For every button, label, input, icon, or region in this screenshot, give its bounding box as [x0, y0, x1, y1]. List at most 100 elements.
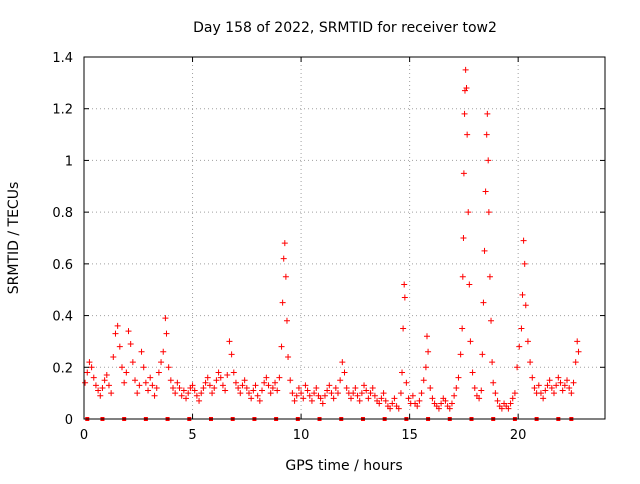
- data-point: [343, 384, 350, 391]
- data-point: [490, 379, 497, 386]
- data-point: [127, 341, 134, 348]
- y-tick-label: 0: [65, 413, 73, 428]
- data-point: [276, 374, 283, 381]
- data-point: [332, 384, 339, 391]
- data-point: [371, 392, 378, 399]
- data-point: [574, 338, 581, 345]
- data-point: [232, 379, 239, 386]
- data-point: [136, 382, 143, 389]
- y-tick-label: 0.6: [52, 258, 73, 273]
- data-point: [461, 110, 468, 117]
- data-point: [540, 395, 547, 402]
- data-point: [555, 374, 562, 381]
- data-point: [494, 397, 501, 404]
- data-point: [463, 85, 470, 92]
- data-point: [400, 325, 407, 332]
- data-point: [147, 374, 154, 381]
- data-point: [280, 255, 287, 262]
- data-point: [265, 382, 272, 389]
- data-point: [145, 387, 152, 394]
- data-point: [575, 348, 582, 355]
- data-point: [211, 384, 218, 391]
- data-point: [306, 392, 313, 399]
- plot-frame: [83, 56, 606, 420]
- data-point: [235, 384, 242, 391]
- data-point: [337, 377, 344, 384]
- data-point: [403, 379, 410, 386]
- data-point: [228, 351, 235, 358]
- data-point: [254, 392, 261, 399]
- data-point: [170, 384, 177, 391]
- data-point: [514, 364, 521, 371]
- data-point: [243, 384, 250, 391]
- data-point: [509, 395, 516, 402]
- data-point: [548, 384, 555, 391]
- data-point: [480, 299, 487, 306]
- data-point: [341, 369, 348, 376]
- data-point: [382, 397, 389, 404]
- data-point: [529, 374, 536, 381]
- data-point: [334, 390, 341, 397]
- data-point: [274, 387, 281, 394]
- data-point: [519, 291, 526, 298]
- data-point: [566, 384, 573, 391]
- data-point: [302, 382, 309, 389]
- data-point: [397, 390, 404, 397]
- data-point: [116, 343, 123, 350]
- data-point: [224, 372, 231, 379]
- data-point: [518, 325, 525, 332]
- data-point: [252, 382, 259, 389]
- data-point: [279, 299, 286, 306]
- data-point: [158, 359, 165, 366]
- data-point: [103, 372, 110, 379]
- data-point: [129, 359, 136, 366]
- data-point: [455, 374, 462, 381]
- data-point: [409, 392, 416, 399]
- data-point: [348, 395, 355, 402]
- data-point: [121, 379, 128, 386]
- data-point: [416, 397, 423, 404]
- data-point: [114, 322, 121, 329]
- data-point: [460, 170, 467, 177]
- data-point: [105, 382, 112, 389]
- data-point: [92, 382, 99, 389]
- data-point: [241, 377, 248, 384]
- data-point: [165, 364, 172, 371]
- data-point: [298, 390, 305, 397]
- data-point: [425, 348, 432, 355]
- data-point: [423, 333, 430, 340]
- data-point: [313, 384, 320, 391]
- data-point: [553, 382, 560, 389]
- data-point: [311, 390, 318, 397]
- data-point: [140, 364, 147, 371]
- data-point: [328, 390, 335, 397]
- data-point: [482, 188, 489, 195]
- data-point: [488, 317, 495, 324]
- data-point: [263, 374, 270, 381]
- data-point: [516, 343, 523, 350]
- data-point: [269, 384, 276, 391]
- data-point: [160, 348, 167, 355]
- data-point: [376, 400, 383, 407]
- data-point: [151, 392, 158, 399]
- data-point: [483, 131, 490, 138]
- data-point: [86, 359, 93, 366]
- data-point: [570, 379, 577, 386]
- data-point: [367, 390, 374, 397]
- data-point: [485, 157, 492, 164]
- data-point: [465, 209, 472, 216]
- x-tick-label: 15: [401, 428, 418, 443]
- data-point: [330, 395, 337, 402]
- data-point: [521, 260, 528, 267]
- data-point: [108, 390, 115, 397]
- data-point: [459, 273, 466, 280]
- data-point: [99, 384, 106, 391]
- data-point: [559, 387, 566, 394]
- data-point: [561, 382, 568, 389]
- data-point: [478, 387, 485, 394]
- y-tick-label: 0.2: [52, 361, 73, 376]
- data-point: [466, 281, 473, 288]
- data-point: [295, 384, 302, 391]
